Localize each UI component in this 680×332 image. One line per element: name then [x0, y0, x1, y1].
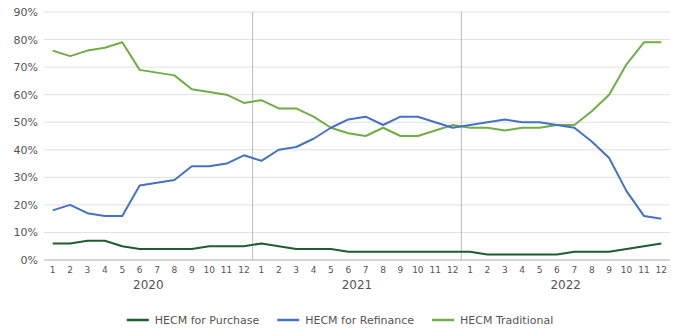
- x-tick-label: 12: [656, 265, 667, 275]
- y-tick-label: 10%: [14, 226, 38, 239]
- x-tick-label: 4: [519, 265, 525, 275]
- y-tick-label: 0%: [21, 254, 38, 267]
- y-tick-label: 90%: [14, 6, 38, 19]
- series-line: [53, 241, 662, 255]
- y-tick-label: 70%: [14, 61, 38, 74]
- x-tick-label: 1: [258, 265, 264, 275]
- legend-label: HECM for Purchase: [155, 314, 260, 327]
- x-tick-label: 12: [447, 265, 458, 275]
- legend-item: HECM for Refinance: [277, 314, 414, 327]
- series-line: [53, 117, 662, 219]
- x-tick-label: 1: [467, 265, 473, 275]
- series-line: [53, 42, 662, 136]
- grid-line: [44, 260, 670, 261]
- x-tick-label: 10: [621, 265, 633, 275]
- x-tick-label: 8: [589, 265, 595, 275]
- year-separator: [252, 12, 253, 260]
- x-tick-label: 6: [137, 265, 143, 275]
- x-tick-label: 10: [203, 265, 215, 275]
- x-tick-label: 10: [412, 265, 424, 275]
- x-tick-label: 3: [293, 265, 299, 275]
- x-tick-label: 5: [537, 265, 543, 275]
- x-tick-label: 4: [102, 265, 108, 275]
- x-axis-line: [44, 260, 670, 261]
- x-tick-label: 7: [571, 265, 577, 275]
- x-tick-label: 9: [189, 265, 195, 275]
- year-label: 2022: [550, 278, 581, 292]
- x-tick-label: 7: [363, 265, 369, 275]
- x-tick-label: 9: [606, 265, 612, 275]
- y-tick-label: 20%: [14, 199, 38, 212]
- x-tick-label: 3: [85, 265, 91, 275]
- x-tick-label: 11: [430, 265, 441, 275]
- year-label: 2021: [342, 278, 373, 292]
- grid-line: [44, 232, 670, 233]
- x-tick-label: 11: [221, 265, 232, 275]
- y-tick-label: 40%: [14, 144, 38, 157]
- grid-line: [44, 39, 670, 40]
- y-tick-label: 60%: [14, 89, 38, 102]
- legend-label: HECM for Refinance: [305, 314, 414, 327]
- y-tick-label: 30%: [14, 171, 38, 184]
- grid-line: [44, 149, 670, 150]
- x-tick-label: 6: [345, 265, 351, 275]
- x-tick-label: 4: [311, 265, 317, 275]
- legend-label: HECM Traditional: [460, 314, 553, 327]
- x-tick-label: 5: [119, 265, 125, 275]
- x-tick-label: 8: [172, 265, 178, 275]
- lines: [53, 42, 662, 254]
- grid-line: [44, 12, 670, 13]
- y-tick-label: 80%: [14, 34, 38, 47]
- x-tick-label: 1: [50, 265, 56, 275]
- x-tick-label: 2: [276, 265, 282, 275]
- grid-line: [44, 94, 670, 95]
- x-tick-label: 12: [238, 265, 249, 275]
- y-tick-label: 50%: [14, 116, 38, 129]
- grid: [44, 12, 670, 260]
- x-tick-label: 5: [328, 265, 334, 275]
- x-tick-label: 2: [485, 265, 491, 275]
- chart: 0%10%20%30%40%50%60%70%80%90%12345678910…: [0, 0, 680, 332]
- x-tick-label: 2: [67, 265, 73, 275]
- legend-item: HECM for Purchase: [127, 314, 260, 327]
- grid-line: [44, 177, 670, 178]
- x-tick-label: 3: [502, 265, 508, 275]
- year-label: 2020: [133, 278, 164, 292]
- x-tick-label: 7: [154, 265, 160, 275]
- year-separator: [461, 12, 462, 260]
- legend: HECM for Purchase HECM for Refinance HECM …: [127, 314, 554, 327]
- x-tick-label: 11: [638, 265, 649, 275]
- x-tick-label: 6: [554, 265, 560, 275]
- legend-swatch: [277, 319, 299, 322]
- legend-item: HECM Traditional: [432, 314, 553, 327]
- x-tick-label: 9: [398, 265, 404, 275]
- x-tick-label: 8: [380, 265, 386, 275]
- legend-swatch: [432, 319, 454, 322]
- grid-line: [44, 204, 670, 205]
- legend-swatch: [127, 319, 149, 322]
